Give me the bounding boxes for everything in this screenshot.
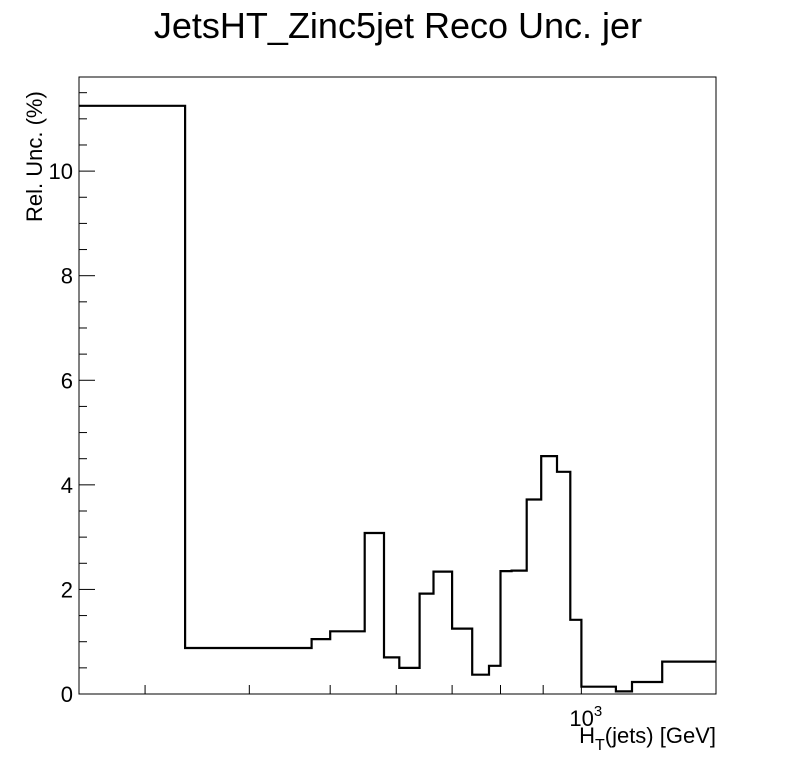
x-axis-label: HT(jets) [GeV]	[579, 723, 716, 754]
y-tick-label: 0	[61, 682, 73, 707]
x-tick-label: 103	[569, 703, 602, 731]
y-tick-label: 10	[49, 159, 73, 184]
y-tick-label: 4	[61, 473, 73, 498]
x-axis-label-sub: T	[595, 737, 605, 754]
chart-title: JetsHT_Zinc5jet Reco Unc. jer	[154, 5, 642, 46]
x-axis: 103	[144, 676, 602, 731]
y-axis: 0 2 4 6 8 10	[49, 92, 95, 707]
histogram-line	[79, 104, 716, 693]
x-axis-label-rest: (jets) [GeV]	[605, 723, 716, 748]
plot-frame	[78, 76, 717, 695]
y-axis-label: Rel. Unc. (%)	[22, 91, 47, 222]
y-tick-label: 2	[61, 577, 73, 602]
y-tick-label: 8	[61, 264, 73, 289]
y-tick-label: 6	[61, 368, 73, 393]
x-axis-label-main: H	[579, 723, 595, 748]
